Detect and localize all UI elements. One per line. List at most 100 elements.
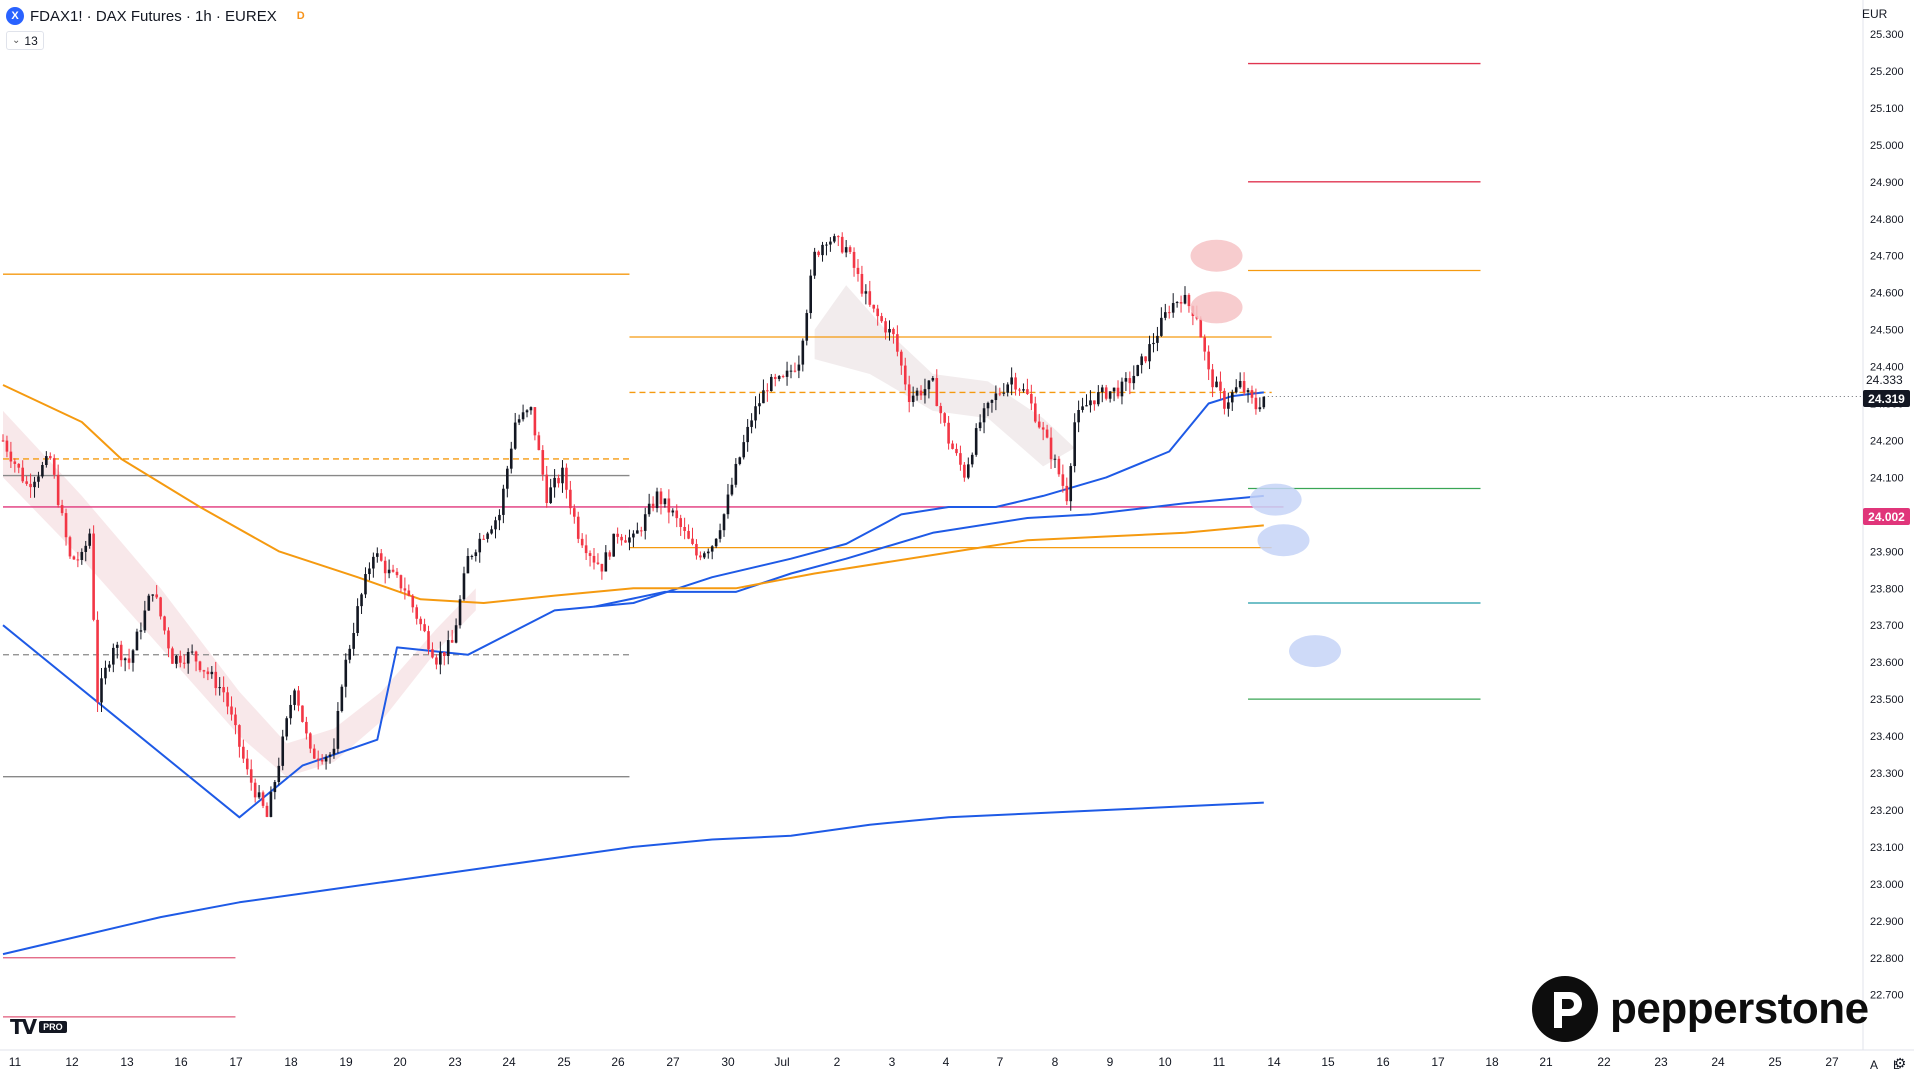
candle-body xyxy=(714,538,718,547)
candle-body xyxy=(1,440,5,442)
symbol-title[interactable]: FDAX1! · DAX Futures · 1h · EUREX xyxy=(30,7,277,25)
candle-body xyxy=(888,328,891,333)
candle-body xyxy=(576,516,580,539)
indicators-toggle[interactable]: ⌄ 13 xyxy=(6,31,44,50)
candle-body xyxy=(1006,384,1009,393)
candle-body xyxy=(628,537,631,543)
candle-body xyxy=(190,651,194,653)
y-tick-label: 24.800 xyxy=(1870,214,1904,226)
x-tick-label: 24 xyxy=(1711,1055,1725,1069)
candle-body xyxy=(179,655,182,663)
candle-body xyxy=(68,537,72,557)
candle-body xyxy=(557,477,560,484)
candle-body xyxy=(931,378,935,381)
series-line xyxy=(2,391,1264,819)
candle-body xyxy=(198,661,202,671)
candle-body xyxy=(242,746,245,759)
candle-body xyxy=(1030,393,1033,404)
candle-body xyxy=(1128,378,1132,384)
candle-body xyxy=(797,364,801,371)
candle-body xyxy=(655,491,659,509)
gear-icon[interactable]: ⚙ xyxy=(1894,1056,1907,1072)
candle-body xyxy=(580,538,584,546)
candle-body xyxy=(718,530,722,539)
x-tick-label: 30 xyxy=(721,1055,735,1069)
candle-body xyxy=(1049,437,1053,460)
candle-body xyxy=(135,631,139,651)
candle-body xyxy=(880,316,883,322)
cloud-band xyxy=(3,410,476,777)
candle-body xyxy=(766,390,769,392)
candle-body xyxy=(683,526,686,531)
candle-body xyxy=(352,633,355,649)
y-tick-label: 24.900 xyxy=(1870,177,1904,189)
y-tick-label: 24.200 xyxy=(1870,435,1904,447)
candle-body xyxy=(427,631,430,650)
y-tick-label: 23.300 xyxy=(1870,768,1904,780)
candle-body xyxy=(336,710,340,749)
auto-scale-button[interactable]: A xyxy=(1870,1058,1879,1072)
candle-body xyxy=(1179,302,1183,304)
candle-body xyxy=(1207,351,1210,370)
candle-body xyxy=(490,529,493,534)
candle-body xyxy=(478,538,482,553)
candle-body xyxy=(182,662,186,664)
candle-body xyxy=(348,648,352,660)
candle-body xyxy=(722,514,726,531)
candle-body xyxy=(5,440,9,452)
y-tick-label: 23.400 xyxy=(1870,731,1904,743)
candle-body xyxy=(1238,380,1242,388)
candle-body xyxy=(699,555,702,558)
session-badge: D xyxy=(296,10,305,22)
candle-body xyxy=(151,594,155,596)
candle-body xyxy=(947,422,950,444)
candle-body xyxy=(502,488,505,515)
candle-body xyxy=(813,251,816,276)
candle-body xyxy=(959,453,962,465)
candle-body xyxy=(1234,387,1238,393)
y-tick-label: 25.000 xyxy=(1870,140,1904,152)
candle-body xyxy=(372,556,375,569)
candle-body xyxy=(967,464,970,478)
x-tick-label: 25 xyxy=(557,1055,571,1069)
candle-body xyxy=(383,560,387,574)
candle-body xyxy=(1010,377,1013,385)
candle-body xyxy=(1140,356,1143,366)
candle-body xyxy=(1093,400,1096,405)
candle-body xyxy=(238,725,241,747)
x-tick-label: 20 xyxy=(393,1055,407,1069)
x-tick-label: 14 xyxy=(1267,1055,1281,1069)
candle-body xyxy=(115,644,119,648)
candle-body xyxy=(1089,400,1092,406)
candle-body xyxy=(482,538,485,540)
candle-body xyxy=(147,595,151,611)
x-tick-label: 16 xyxy=(174,1055,188,1069)
candle-body xyxy=(72,556,76,560)
candle-body xyxy=(257,792,261,798)
candle-body xyxy=(277,765,281,783)
candle-body xyxy=(305,721,308,734)
currency-label[interactable]: EUR xyxy=(1862,7,1888,21)
x-tick-label: 22 xyxy=(1597,1055,1611,1069)
candle-body xyxy=(573,508,576,517)
candle-body xyxy=(167,630,170,649)
candle-body xyxy=(494,520,497,530)
candle-body xyxy=(356,606,359,634)
candle-body xyxy=(620,536,623,541)
log-scale-button[interactable]: L xyxy=(1893,1058,1900,1072)
candle-body xyxy=(970,454,974,465)
candle-body xyxy=(770,376,773,391)
indicator-count: 13 xyxy=(24,33,38,48)
candle-body xyxy=(675,510,679,519)
candle-body xyxy=(88,533,91,546)
candle-body xyxy=(214,671,218,689)
tradingview-logo[interactable]: TV PRO xyxy=(10,1015,67,1039)
candle-body xyxy=(423,624,426,632)
candle-body xyxy=(667,498,671,513)
candle-body xyxy=(171,648,174,664)
candle-body xyxy=(876,308,879,317)
candle-body xyxy=(230,706,233,715)
candle-body xyxy=(226,692,229,707)
candle-body xyxy=(963,464,966,478)
